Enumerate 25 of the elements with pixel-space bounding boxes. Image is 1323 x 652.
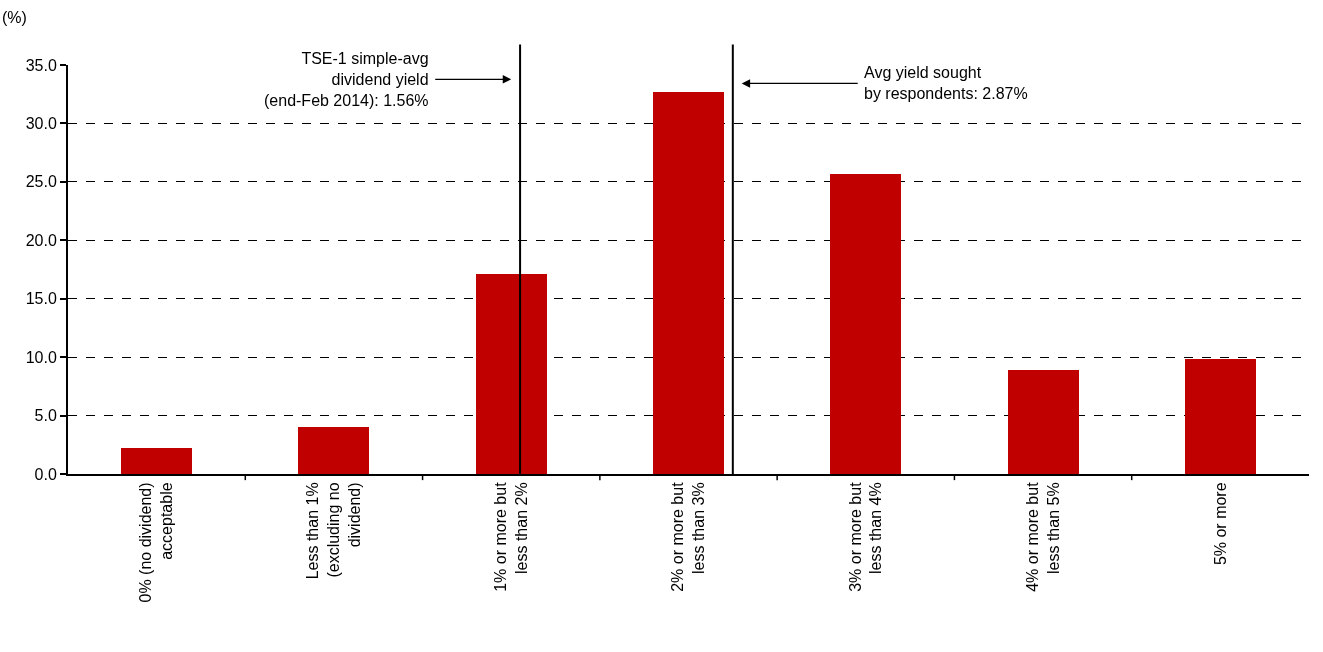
x-tick-label: 4% or more but less than 5% <box>1023 481 1062 592</box>
y-tick-label: 35.0 <box>25 56 57 74</box>
y-tick-label: 20.0 <box>25 231 57 249</box>
x-tick-label: Less than 1% (excluding no dividend) <box>304 482 363 580</box>
x-tick-label: 5% or more <box>1211 482 1229 566</box>
bar <box>1008 370 1079 474</box>
y-tick-label: 5.0 <box>34 407 57 425</box>
bar <box>476 274 547 474</box>
x-tick-label: 1% or more but less than 2% <box>492 481 530 592</box>
y-tick-label: 0.0 <box>34 465 57 483</box>
bar <box>298 427 369 474</box>
x-tick-label: 2% or more but less than 3% <box>669 481 708 592</box>
x-tick-label: 0% (no dividend) acceptable <box>137 482 176 603</box>
bar <box>653 92 724 474</box>
bar <box>1185 359 1256 474</box>
bar <box>121 448 192 474</box>
y-tick-label: 10.0 <box>25 348 57 366</box>
y-axis-title: (%) <box>2 9 27 26</box>
y-tick-label: 25.0 <box>25 173 57 191</box>
x-tick-label: 3% or more but less than 4% <box>846 481 885 592</box>
ref-line-label: Avg yield sought by respondents: 2.87% <box>864 64 1028 102</box>
ref-line-label: TSE-1 simple-avg dividend yield (end-Feb 2014): 1.56% <box>264 50 429 109</box>
bar <box>830 174 901 474</box>
y-tick-label: 30.0 <box>25 115 57 133</box>
y-tick-label: 15.0 <box>25 290 57 308</box>
